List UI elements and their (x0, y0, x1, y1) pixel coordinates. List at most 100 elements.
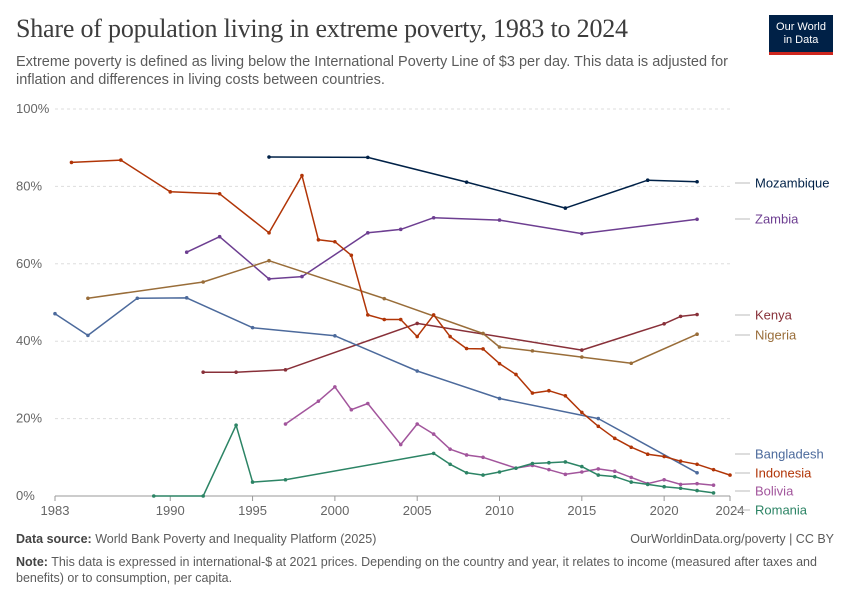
data-point[interactable] (695, 217, 699, 222)
data-point[interactable] (415, 422, 419, 426)
data-point[interactable] (547, 467, 551, 472)
data-point[interactable] (662, 454, 666, 459)
data-point[interactable] (250, 480, 255, 484)
data-point[interactable] (431, 451, 436, 456)
data-point[interactable] (135, 296, 140, 301)
data-point[interactable] (678, 314, 683, 319)
data-point[interactable] (580, 464, 584, 469)
series-mozambique[interactable] (267, 155, 699, 210)
data-point[interactable] (234, 423, 238, 427)
data-point[interactable] (267, 277, 271, 281)
data-point[interactable] (201, 280, 205, 284)
data-point[interactable] (53, 311, 57, 316)
data-point[interactable] (366, 155, 370, 160)
data-point[interactable] (464, 180, 469, 184)
data-point[interactable] (563, 206, 568, 210)
data-point[interactable] (234, 370, 238, 374)
data-point[interactable] (398, 227, 403, 232)
series-label-mozambique[interactable]: Mozambique (755, 176, 829, 191)
data-point[interactable] (662, 477, 666, 482)
data-point[interactable] (629, 445, 634, 450)
data-point[interactable] (283, 477, 288, 482)
data-point[interactable] (645, 482, 650, 487)
data-point[interactable] (382, 317, 387, 322)
data-point[interactable] (497, 396, 502, 401)
data-point[interactable] (728, 473, 732, 477)
data-point[interactable] (629, 361, 634, 366)
data-point[interactable] (662, 321, 666, 326)
series-label-romania[interactable]: Romania (755, 503, 808, 518)
data-point[interactable] (448, 462, 452, 467)
data-point[interactable] (333, 385, 337, 389)
data-point[interactable] (201, 494, 205, 498)
data-point[interactable] (695, 481, 699, 486)
data-point[interactable] (464, 453, 469, 457)
series-line-nigeria[interactable] (87, 259, 698, 365)
data-point[interactable] (530, 461, 535, 466)
data-point[interactable] (316, 238, 321, 242)
series-line-indonesia[interactable] (71, 159, 731, 476)
data-point[interactable] (481, 347, 485, 351)
data-point[interactable] (497, 361, 502, 366)
data-point[interactable] (580, 231, 584, 236)
data-point[interactable] (250, 325, 255, 330)
data-point[interactable] (448, 334, 452, 339)
data-point[interactable] (547, 388, 551, 393)
series-label-kenya[interactable]: Kenya (755, 308, 793, 323)
data-point[interactable] (711, 491, 716, 495)
data-point[interactable] (382, 296, 387, 301)
series-line-zambia[interactable] (186, 216, 698, 280)
data-point[interactable] (316, 399, 321, 403)
data-point[interactable] (563, 460, 568, 464)
data-point[interactable] (678, 486, 683, 491)
data-point[interactable] (580, 355, 584, 359)
data-point[interactable] (86, 296, 90, 301)
data-point[interactable] (481, 331, 485, 336)
data-point[interactable] (514, 372, 518, 377)
data-point[interactable] (497, 470, 502, 474)
data-point[interactable] (201, 370, 205, 374)
data-point[interactable] (86, 333, 90, 338)
data-point[interactable] (695, 462, 699, 467)
series-line-bolivia[interactable] (285, 386, 714, 486)
data-point[interactable] (695, 470, 699, 475)
series-label-bolivia[interactable]: Bolivia (755, 484, 794, 499)
data-point[interactable] (612, 474, 617, 479)
data-point[interactable] (596, 424, 601, 429)
data-point[interactable] (349, 407, 354, 412)
data-point[interactable] (580, 410, 584, 415)
data-point[interactable] (678, 482, 683, 487)
data-point[interactable] (69, 160, 74, 165)
data-point[interactable] (415, 369, 419, 373)
data-point[interactable] (333, 239, 337, 244)
data-point[interactable] (366, 401, 370, 406)
data-point[interactable] (267, 231, 271, 235)
data-point[interactable] (695, 312, 699, 317)
data-point[interactable] (283, 368, 288, 372)
data-point[interactable] (283, 422, 288, 426)
series-label-indonesia[interactable]: Indonesia (755, 466, 812, 481)
data-point[interactable] (629, 475, 634, 480)
data-point[interactable] (431, 313, 436, 317)
data-point[interactable] (300, 173, 304, 178)
data-point[interactable] (464, 346, 469, 351)
data-point[interactable] (184, 296, 189, 300)
data-point[interactable] (217, 191, 222, 196)
series-romania[interactable] (151, 423, 716, 498)
data-point[interactable] (398, 317, 403, 322)
data-point[interactable] (300, 274, 304, 279)
data-point[interactable] (497, 218, 502, 222)
data-point[interactable] (514, 466, 518, 470)
data-point[interactable] (645, 452, 650, 457)
series-label-nigeria[interactable]: Nigeria (755, 328, 797, 343)
data-point[interactable] (366, 231, 370, 235)
data-point[interactable] (711, 483, 716, 487)
data-point[interactable] (695, 488, 699, 493)
data-point[interactable] (349, 253, 354, 258)
data-point[interactable] (629, 480, 634, 484)
data-point[interactable] (464, 470, 469, 475)
data-point[interactable] (695, 332, 699, 337)
data-point[interactable] (580, 348, 584, 352)
data-point[interactable] (563, 472, 568, 477)
data-point[interactable] (151, 494, 156, 498)
